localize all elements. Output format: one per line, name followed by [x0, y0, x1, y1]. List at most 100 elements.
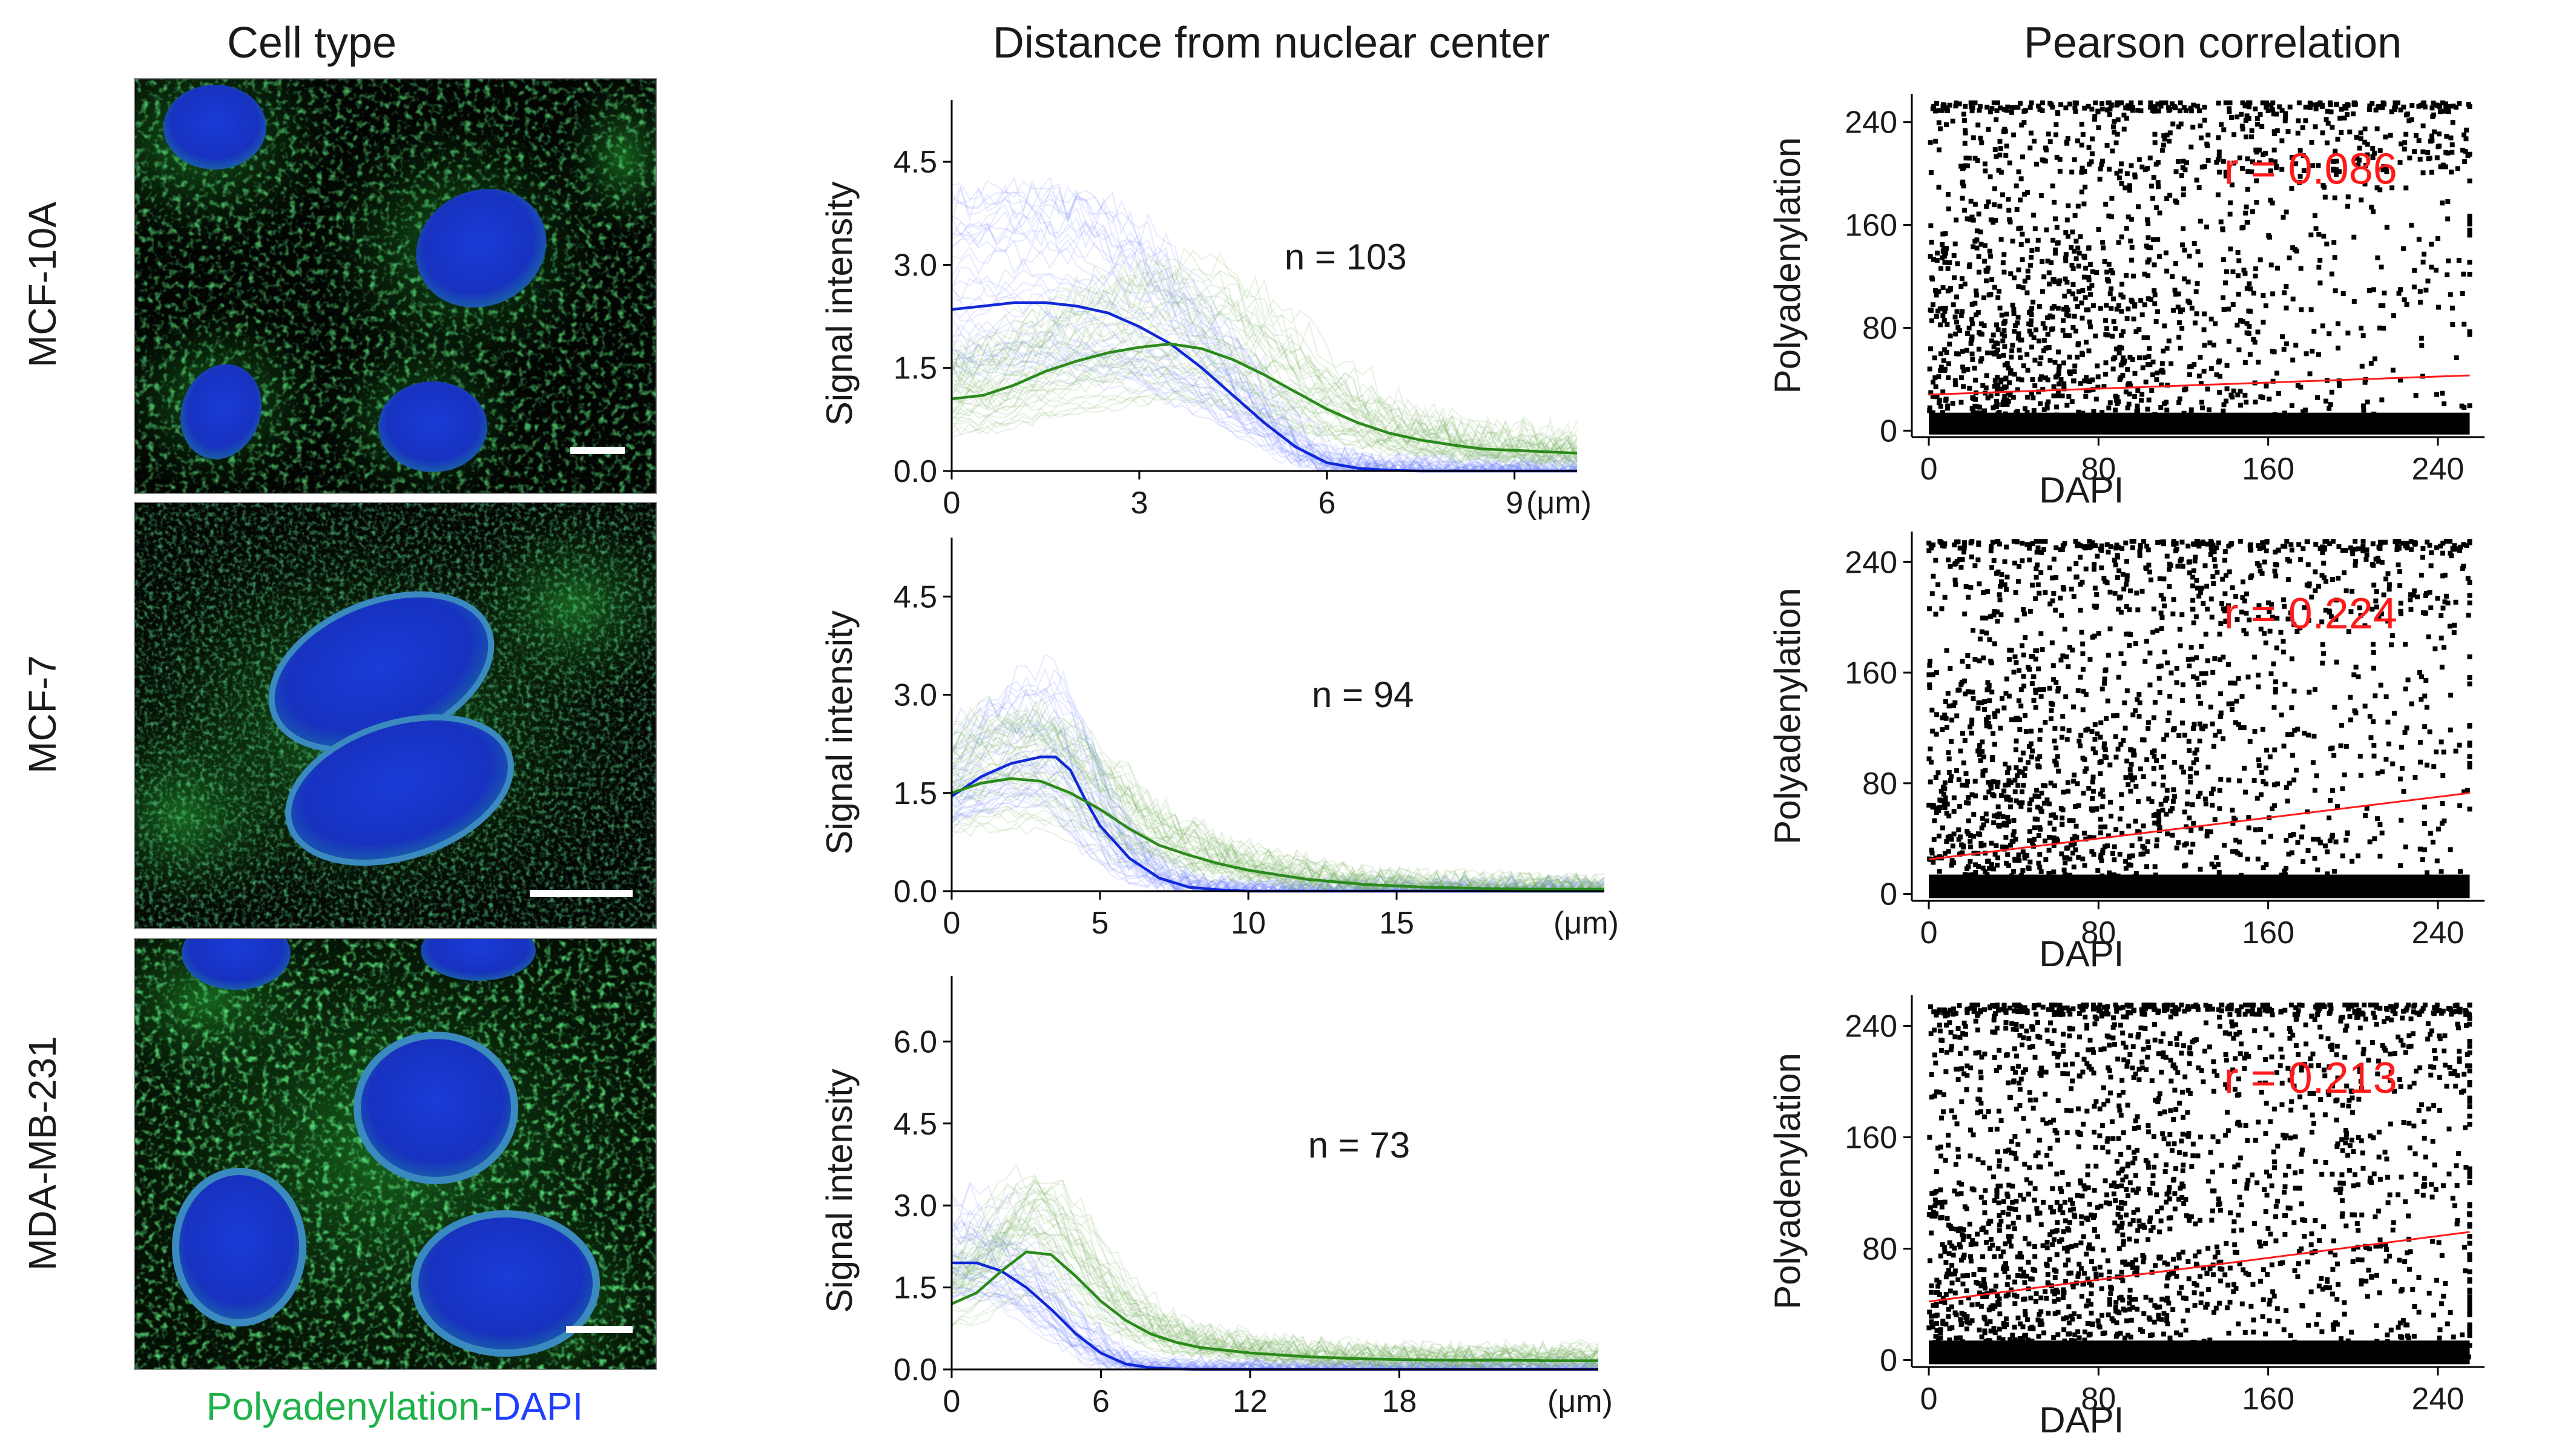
scatter-point [2116, 607, 2121, 612]
scatter-point [2146, 1164, 2151, 1170]
scatter-point [2024, 238, 2030, 243]
scatter-point [1994, 154, 1999, 159]
scatter-point [2379, 397, 2385, 403]
scatter-point [2163, 797, 2169, 803]
scatter-point [2220, 227, 2225, 232]
scatter-point [2141, 538, 2147, 544]
profile-trace-polyadenylation [951, 380, 1578, 464]
scatter-point [2137, 549, 2142, 555]
profile-trace-polyadenylation [951, 307, 1578, 463]
scatter-point [2006, 819, 2012, 825]
scatter-point [2009, 1139, 2014, 1144]
scatter-point [2055, 111, 2061, 116]
scatter-point [1975, 1280, 1981, 1286]
scatter-point [2170, 832, 2175, 838]
scatter-point [2331, 166, 2336, 172]
scatter-point [2161, 133, 2167, 139]
scatter-point [2123, 185, 2128, 191]
y-axis-title: Polyadenylation [1767, 137, 1808, 394]
scatter-point [2148, 1297, 2153, 1303]
scatter-point [2006, 1224, 2011, 1230]
scatter-point [1938, 404, 1943, 409]
scatter-point [2038, 1295, 2044, 1300]
scatter-point [2249, 128, 2254, 133]
scatter-point [2388, 642, 2394, 648]
scatter-point [2377, 546, 2383, 552]
scatter-point [2130, 853, 2135, 858]
scatter-point [1948, 777, 1953, 783]
scatter-point [2169, 1078, 2174, 1084]
scatter-point [2409, 701, 2414, 707]
scatter-point [2320, 651, 2326, 656]
scatter-point [2001, 352, 2006, 358]
scatter-point [2222, 591, 2228, 596]
scatter-point [2269, 1032, 2274, 1038]
scatter-point [2155, 309, 2161, 314]
scatter-point [2006, 765, 2012, 771]
scatter-point [1926, 606, 1932, 611]
scatter-point [2270, 615, 2276, 621]
scatter-point [2411, 593, 2416, 598]
scatter-point [1994, 108, 2000, 113]
scatter-point [2201, 680, 2207, 685]
scatter-point [2103, 1200, 2109, 1205]
scatter-point [2269, 601, 2274, 607]
scatter-point [2178, 121, 2184, 127]
scatter-point [2172, 1141, 2177, 1147]
scatter-point [2258, 826, 2264, 832]
scatter-point [2256, 757, 2262, 763]
scatter-point [2161, 1136, 2167, 1142]
scatter-point [2118, 651, 2124, 656]
scatter-point [2426, 634, 2431, 639]
scatter-point [2022, 278, 2027, 284]
scatter-point [1960, 782, 1965, 788]
scatter-point [2294, 248, 2299, 254]
scatter-point [2113, 562, 2118, 568]
scatter-point [2194, 757, 2199, 762]
scatter-point [1938, 1330, 1943, 1336]
scatter-point [2070, 1026, 2075, 1032]
scatter-point [2092, 1227, 2097, 1233]
scatter-point [2424, 762, 2429, 768]
scatter-point [2328, 1250, 2333, 1255]
scatter-point [2145, 839, 2150, 845]
profile-trace-polyadenylation [951, 783, 1605, 892]
scatter-point [2053, 132, 2058, 137]
scatter-point [2176, 1252, 2182, 1257]
scatter-point [2235, 114, 2240, 120]
scatter-point [2442, 819, 2447, 824]
scatter-point [2043, 346, 2049, 351]
scatter-point [1988, 109, 1993, 114]
scatter-point [1944, 106, 1949, 111]
scatter-point [2343, 1128, 2348, 1133]
scatter-point [2190, 598, 2196, 603]
scatter-point [2439, 739, 2444, 745]
scatter-point [2070, 291, 2075, 297]
scatter-point [2458, 869, 2463, 874]
scatter-point [2425, 1036, 2431, 1042]
scatter-point [2233, 1286, 2239, 1291]
scatter-point [2030, 582, 2035, 588]
scatter-point [2065, 780, 2070, 785]
scatter-point [2070, 1061, 2075, 1067]
scatter-point [1975, 1003, 1980, 1008]
scatter-point [2368, 1175, 2373, 1181]
scatter-point [2043, 590, 2048, 595]
scatter-point [2343, 743, 2349, 749]
scatter-point [2247, 739, 2253, 744]
scatter-point [2452, 543, 2457, 548]
scatter-point [2113, 827, 2119, 832]
scatter-point [2188, 779, 2193, 785]
scatter-point [2182, 842, 2187, 848]
scatter-point [2416, 237, 2422, 242]
scatter-point [2455, 1021, 2460, 1027]
scatter-point [1943, 716, 1949, 721]
scatter-point [1943, 1069, 1949, 1075]
y-axis-title: Signal intensity [819, 610, 860, 855]
scatter-point [2308, 307, 2314, 312]
scatter-point [2140, 365, 2146, 371]
scatter-point [2080, 651, 2086, 656]
scatter-point [2115, 395, 2120, 400]
scatter-point [2135, 403, 2140, 409]
scatter-point [2335, 321, 2340, 326]
